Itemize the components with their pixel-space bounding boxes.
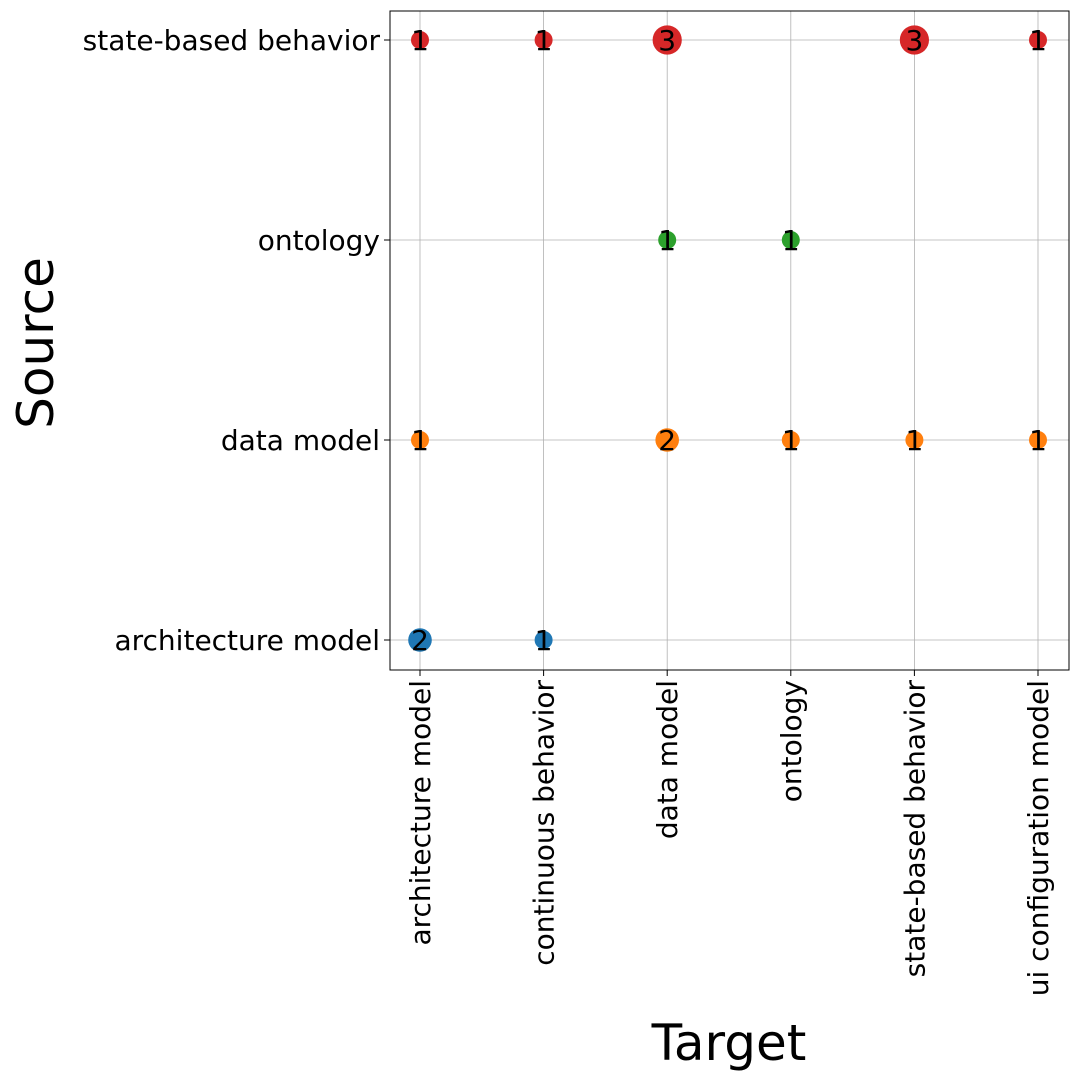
data-point [408,628,432,652]
point-count-labels: 2 1 1 2 1 1 1 1 1 1 1 3 3 1 [411,24,1047,657]
x-tick-label: architecture model [404,680,437,946]
data-point [534,31,553,49]
data-point [781,431,800,449]
x-axis-title: Target [651,1014,807,1072]
data-label: 1 [782,224,800,257]
data-label: 2 [658,424,676,457]
data-label: 1 [411,424,429,457]
y-tick-label: architecture model [114,624,380,657]
y-tick-label: state-based behavior [83,24,381,57]
data-point [411,431,429,449]
data-label: 1 [905,424,923,457]
x-tick-label: ontology [775,680,808,802]
x-tick-label: ui configuration model [1022,680,1055,996]
y-tick-label: data model [221,424,380,457]
grid-lines [390,11,1069,670]
data-point [899,25,930,55]
data-point [534,631,553,649]
data-points [408,25,1047,652]
data-label: 1 [411,24,429,57]
data-point [655,428,679,452]
x-tick-label: state-based behavior [898,680,931,978]
data-label: 3 [905,24,923,57]
data-point [652,25,682,55]
data-label: 1 [535,624,553,657]
data-point [1029,431,1047,449]
x-tick-label: data model [651,680,684,839]
plot-frame [389,10,1070,671]
data-label: 1 [658,224,676,257]
data-label: 1 [1029,424,1047,457]
data-label: 1 [1029,24,1047,57]
data-label: 1 [535,24,553,57]
data-point [781,231,800,249]
data-label: 2 [411,624,429,657]
axis-ticks: architecture model continuous behavior dat… [83,24,1055,996]
data-point [658,231,677,249]
data-label: 3 [658,24,676,57]
data-point [1029,31,1047,49]
data-point [411,31,429,49]
data-label: 1 [782,424,800,457]
x-tick-label: continuous behavior [528,680,561,966]
data-point [905,431,924,449]
y-axis-title: Source [7,257,65,429]
y-tick-label: ontology [258,224,380,257]
